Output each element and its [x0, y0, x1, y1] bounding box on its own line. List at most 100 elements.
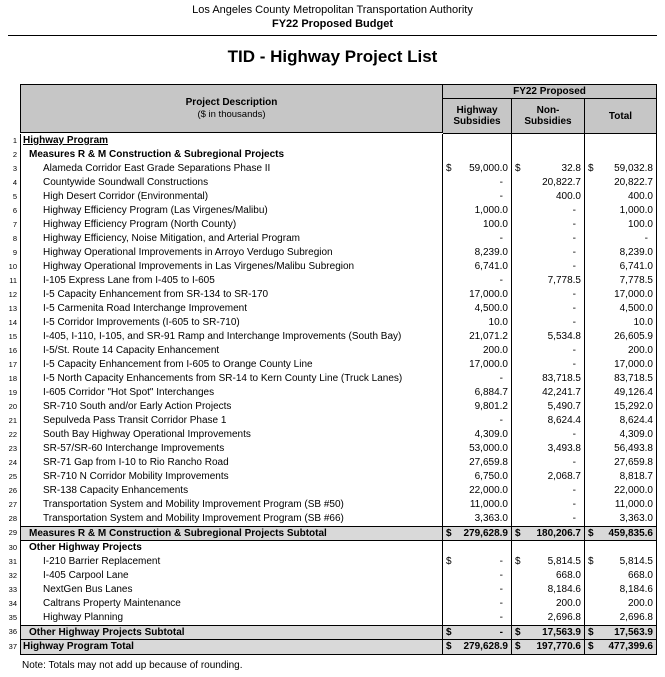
value-cell: 4,309.0 — [443, 428, 512, 442]
value-cell: 4,500.0 — [585, 302, 657, 316]
cell-value: 20,822.7 — [542, 177, 581, 188]
table-row: 34 Caltrans Property Maintenance - 200.0 200… — [1, 597, 665, 611]
cell-value: 668.0 — [627, 570, 653, 581]
row-number-gutter — [1, 84, 20, 134]
project-description-cell: Countywide Soundwall Constructions — [20, 176, 443, 190]
value-cell: - — [512, 358, 585, 372]
value-cell: 3,363.0 — [443, 512, 512, 526]
project-description-cell: Measures R & M Construction & Subregiona… — [20, 526, 443, 541]
table-row: 14 I-5 Corridor Improvements (I-605 to SR… — [1, 316, 665, 330]
table-row: 11 I-105 Express Lane from I-405 to I-605… — [1, 274, 665, 288]
cell-value: 8,624.4 — [547, 415, 581, 426]
column-header-total: Total — [585, 99, 657, 134]
value-cell: 8,184.6 — [585, 583, 657, 597]
value-cell: 100.0 — [585, 218, 657, 232]
cell-value: 4,309.0 — [474, 429, 508, 440]
dollar-sign: $ — [515, 556, 521, 567]
cell-value: 7,778.5 — [619, 275, 653, 286]
value-cell — [443, 134, 512, 148]
project-description-cell: SR-57/SR-60 Interchange Improvements — [20, 442, 443, 456]
project-description-cell: I-210 Barrier Replacement — [20, 555, 443, 569]
cell-value: 279,628.9 — [463, 641, 509, 652]
value-cell: - — [512, 512, 585, 526]
value-cell — [512, 148, 585, 162]
value-cell: - — [512, 302, 585, 316]
cell-value: 20,822.7 — [614, 177, 653, 188]
cell-value: 200.0 — [627, 345, 653, 356]
cell-value: 6,884.7 — [474, 387, 508, 398]
cell-value: - — [499, 627, 503, 638]
value-cell: 56,493.8 — [585, 442, 657, 456]
page-title: TID - Highway Project List — [227, 47, 438, 66]
cell-value: 3,493.8 — [547, 443, 581, 454]
cell-value: 8,624.4 — [619, 415, 653, 426]
dollar-sign: $ — [515, 641, 521, 652]
value-cell: 6,741.0 — [585, 260, 657, 274]
row-number: 34 — [8, 599, 17, 608]
value-cell: $5,814.5 — [585, 555, 657, 569]
row-number: 13 — [8, 304, 17, 313]
value-cell: 11,000.0 — [585, 498, 657, 512]
row-number: 6 — [12, 206, 17, 215]
table-row: 25 SR-710 N Corridor Mobility Improvement… — [1, 470, 665, 484]
value-cell — [443, 541, 512, 555]
value-cell: 8,239.0 — [585, 246, 657, 260]
project-description-cell: I-5 Carmenita Road Interchange Improveme… — [20, 302, 443, 316]
highway-project-table: Project Description ($ in thousands) FY2… — [1, 84, 665, 655]
table-row: 23 SR-57/SR-60 Interchange Improvements 53… — [1, 442, 665, 456]
cell-value: 2,068.7 — [547, 471, 581, 482]
cell-value: - — [572, 261, 576, 272]
row-number: 4 — [12, 178, 17, 187]
cell-value: 100.0 — [627, 219, 653, 230]
rounding-note: Note: Totals may not add up because of r… — [22, 660, 243, 671]
cell-value: 6,750.0 — [474, 471, 508, 482]
cell-value: 4,500.0 — [619, 303, 653, 314]
description-header-label: Project Description — [185, 96, 278, 108]
value-cell: - — [512, 246, 585, 260]
table-row: 18 I-5 North Capacity Enhancements from S… — [1, 372, 665, 386]
cell-value: 53,000.0 — [469, 443, 508, 454]
value-cell: 22,000.0 — [443, 484, 512, 498]
table-row: 17 I-5 Capacity Enhancement from I-605 to… — [1, 358, 665, 372]
value-cell — [443, 148, 512, 162]
table-header: Project Description ($ in thousands) FY2… — [1, 84, 665, 134]
value-cell: 5,534.8 — [512, 330, 585, 344]
value-cell: 21,071.2 — [443, 330, 512, 344]
value-cell: 49,126.4 — [585, 386, 657, 400]
value-cell: 17,000.0 — [585, 358, 657, 372]
value-cell: 400.0 — [512, 190, 585, 204]
row-number: 36 — [8, 627, 17, 636]
value-cell: - — [443, 583, 512, 597]
cell-value: 7,778.5 — [547, 275, 581, 286]
value-cell: 8,818.7 — [585, 470, 657, 484]
table-row: 29 Measures R & M Construction & Subregio… — [1, 526, 665, 541]
row-number: 11 — [9, 276, 17, 285]
cell-value: - — [572, 303, 576, 314]
table-row: 26 SR-138 Capacity Enhancements 22,000.0 - 2… — [1, 484, 665, 498]
cell-value: - — [572, 219, 576, 230]
cell-value: - — [499, 275, 503, 286]
project-description-cell: I-5/St. Route 14 Capacity Enhancement — [20, 344, 443, 358]
column-headers: Highway Subsidies Non-Subsidies Total — [443, 99, 657, 134]
row-number: 9 — [12, 248, 17, 257]
cell-value: 668.0 — [555, 570, 581, 581]
project-description-cell: I-105 Express Lane from I-405 to I-605 — [20, 274, 443, 288]
row-number: 31 — [8, 557, 17, 566]
table-row: 5 High Desert Corridor (Environmental) - 40… — [1, 190, 665, 204]
cell-value: 11,000.0 — [469, 499, 508, 510]
value-cell — [585, 148, 657, 162]
cell-value: 180,206.7 — [536, 528, 582, 539]
cell-value: - — [499, 598, 503, 609]
project-description-cell: I-5 North Capacity Enhancements from SR-… — [20, 372, 443, 386]
value-cell: 42,241.7 — [512, 386, 585, 400]
value-cell: 5,490.7 — [512, 400, 585, 414]
row-number: 14 — [8, 318, 17, 327]
row-number: 19 — [8, 388, 17, 397]
project-description-cell: I-5 Capacity Enhancement from SR-134 to … — [20, 288, 443, 302]
value-cell: 8,239.0 — [443, 246, 512, 260]
row-number: 32 — [8, 571, 17, 580]
dollar-sign: $ — [588, 163, 594, 174]
cell-value: 400.0 — [555, 191, 581, 202]
project-description-cell: I-405, I-110, I-105, and SR-91 Ramp and … — [20, 330, 443, 344]
row-number: 16 — [8, 346, 17, 355]
